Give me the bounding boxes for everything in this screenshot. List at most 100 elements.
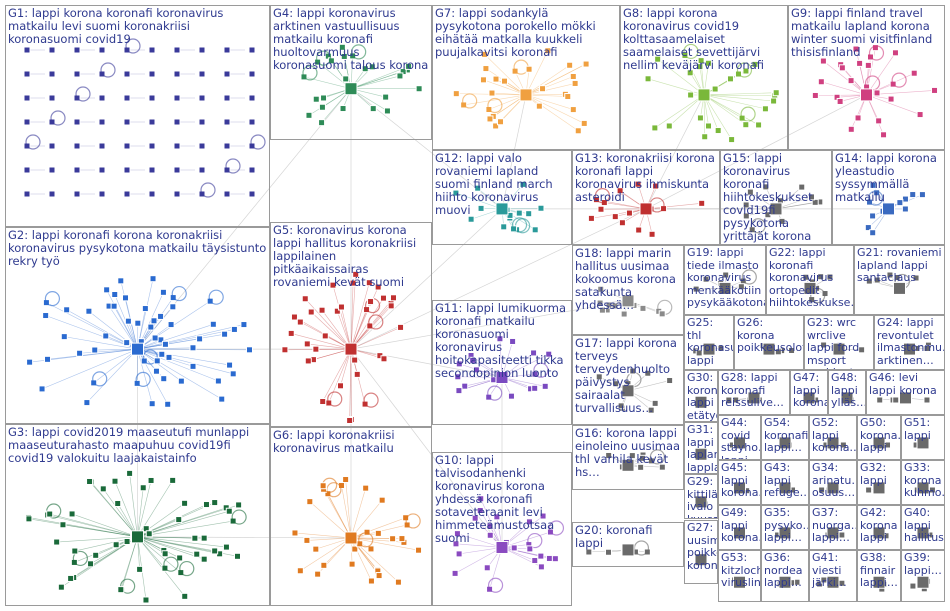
group-box-g27: G27: uusimaa poikkeus… koronavi…	[684, 520, 718, 584]
group-box-g39: G39: lappi…	[901, 550, 945, 602]
group-box-g13: G13: koronakriisi korona koronafi lappi …	[572, 150, 720, 245]
group-label: G27: uusimaa poikkeus… koronavi…	[687, 521, 718, 572]
group-box-g25: G25: thl koronasuomi lappi	[684, 315, 734, 370]
group-label: G16: korona lappi einoleino uusimaa thl …	[575, 426, 684, 479]
group-box-g16: G16: korona lappi einoleino uusimaa thl …	[572, 425, 684, 490]
group-label: G43: lappi refuge…	[764, 461, 809, 499]
group-label: G28: lappi koronafi reissulive…	[721, 371, 784, 409]
group-box-g51: G51: lappi	[901, 415, 945, 460]
group-label: G6: lappi koronakriisi koronavirus matka…	[273, 428, 399, 455]
group-label: G41: viesti järki…	[812, 551, 847, 589]
group-box-g14: G14: lappi korona yleastudio syssymmällä…	[832, 150, 945, 245]
group-label: G23: wrc wrclive lappi ford msport accid…	[807, 316, 873, 369]
group-box-g28: G28: lappi koronafi reissulive…	[718, 370, 790, 415]
group-box-g22: G22: lappi koronafi koronavirus ortopedi…	[766, 245, 854, 315]
group-box-g35: G35: pysyko… lappi…	[761, 505, 809, 550]
group-box-g43: G43: lappi refuge…	[761, 460, 809, 505]
group-label: G17: lappi korona terveys terveydenhuolt…	[575, 336, 681, 415]
group-label: G12: lappi valo rovaniemi lapland suomi …	[435, 151, 557, 217]
group-label: G38: finnair lappi…	[860, 551, 899, 589]
group-box-g33: G33: korona kuhmo…	[901, 460, 945, 505]
group-box-g45: G45: lappi korona…	[718, 460, 761, 505]
group-box-g40: G40: lappi hallitus…	[901, 505, 945, 550]
group-label: G46: levi lappi korona	[869, 371, 937, 397]
group-label: G40: lappi hallitus…	[904, 506, 944, 544]
group-label: G49: lappi korona…	[721, 506, 760, 544]
group-box-g29: G29: kittilä ivalo kuusam…	[684, 474, 718, 519]
group-box-g26: G26: korona poikkeusolot	[734, 315, 804, 370]
group-box-g17: G17: lappi korona terveys terveydenhuolt…	[572, 335, 684, 425]
group-box-g49: G49: lappi korona…	[718, 505, 761, 550]
group-box-g44: G44: covid stayho… lappi	[718, 415, 761, 460]
group-box-g20: G20: koronafi lappi	[572, 522, 684, 567]
group-box-g12: G12: lappi valo rovaniemi lapland suomi …	[432, 150, 572, 245]
group-box-g5: G5: koronavirus korona lappi hallitus ko…	[270, 222, 432, 427]
group-label: G7: lappi sodankylä pysykotona porokello…	[435, 6, 600, 59]
group-box-g30: G30: koronavi… lappi etätyö	[684, 370, 718, 422]
group-label: G22: lappi koronafi koronavirus ortopedi…	[769, 246, 854, 309]
group-box-g38: G38: finnair lappi…	[857, 550, 901, 602]
group-label: G13: koronakriisi korona koronafi lappi …	[575, 151, 719, 204]
group-label: G34: arinatu… osuus…	[812, 461, 856, 499]
group-label: G35: pysyko… lappi…	[764, 506, 809, 544]
group-box-g50: G50: korona… lappi	[857, 415, 901, 460]
group-box-g2: G2: lappi koronafi korona koronakriisi k…	[5, 227, 270, 424]
group-box-g52: G52: lappi korona…	[809, 415, 857, 460]
group-box-g23: G23: wrc wrclive lappi ford msport accid…	[804, 315, 874, 370]
group-label: G10: lappi talvisodanhenki koronavirus k…	[435, 453, 558, 545]
group-label: G32: lappi	[860, 461, 890, 487]
group-label: G52: lappi korona…	[812, 416, 857, 454]
group-box-g10: G10: lappi talvisodanhenki koronavirus k…	[432, 452, 572, 606]
group-box-g15: G15: lappi koronavirus koronafi hiihtoke…	[720, 150, 832, 245]
group-label: G4: lappi koronavirus arktinen vastuulli…	[273, 6, 429, 72]
group-label: G37: nuorga… lappi…	[812, 506, 857, 544]
group-box-g8: G8: lappi korona koronavirus covid19 kol…	[620, 5, 788, 150]
group-box-g31: G31: lappi lapland lapplandfi… lappi…	[684, 422, 718, 474]
group-box-g32: G32: lappi	[857, 460, 901, 505]
group-label: G25: thl koronasuomi lappi	[687, 316, 733, 367]
group-label: G21: rovaniemi lapland lappi santaclaus	[857, 246, 945, 284]
group-label: G20: koronafi lappi	[575, 523, 657, 550]
group-box-g24: G24: lappi revontulet ilmastonmu… arktin…	[874, 315, 945, 370]
group-label: G45: lappi korona…	[721, 461, 760, 499]
group-box-g54: G54: koronafi lappi…	[761, 415, 809, 460]
group-label: G29: kittilä ivalo kuusam…	[687, 475, 718, 519]
group-label: G30: koronavi… lappi etätyö	[687, 371, 718, 422]
group-box-g53: G53: kitzloch viruslin…	[718, 550, 761, 602]
group-label: G5: koronavirus korona lappi hallitus ko…	[273, 223, 420, 289]
group-label: G1: lappi korona koronafi koronavirus ma…	[8, 6, 228, 46]
group-label: G26: korona poikkeusolot	[737, 316, 804, 354]
group-box-g41: G41: viesti järki…	[809, 550, 857, 602]
group-label: G51: lappi	[904, 416, 934, 442]
group-box-g46: G46: levi lappi korona	[866, 370, 945, 415]
group-box-g11: G11: lappi lumikuorma koronafi matkailu …	[432, 300, 572, 425]
group-box-g3: G3: lappi covid2019 maaseutufi munlappi …	[5, 424, 270, 606]
group-label: G24: lappi revontulet ilmastonmu… arktin…	[877, 316, 944, 367]
group-label: G15: lappi koronavirus koronafi hiihtoke…	[723, 151, 813, 245]
group-label: G47: lappi koronafi…	[793, 371, 827, 409]
group-label: G54: koronafi lappi…	[764, 416, 809, 454]
group-box-g48: G48: lappi ylläs…	[828, 370, 866, 415]
group-label: G18: lappi marin hallitus uusimaa kokoom…	[575, 246, 680, 312]
group-box-g34: G34: arinatu… osuus…	[809, 460, 857, 505]
group-label: G42: korona lappi	[860, 506, 901, 544]
group-box-g4: G4: lappi koronavirus arktinen vastuulli…	[270, 5, 432, 140]
group-label: G36: nordea lappi…	[764, 551, 807, 589]
group-label: G9: lappi finland travel matkailu laplan…	[791, 6, 936, 59]
group-box-g9: G9: lappi finland travel matkailu laplan…	[788, 5, 945, 150]
group-box-g21: G21: rovaniemi lapland lappi santaclaus	[854, 245, 945, 315]
group-box-g37: G37: nuorga… lappi…	[809, 505, 857, 550]
group-box-g36: G36: nordea lappi…	[761, 550, 809, 602]
group-label: G19: lappi tiede ilmasto koronavirus men…	[687, 246, 765, 309]
group-label: G44: covid stayho… lappi	[721, 416, 760, 460]
group-label: G50: korona… lappi	[860, 416, 900, 454]
group-box-g7: G7: lappi sodankylä pysykotona porokello…	[432, 5, 620, 150]
group-label: G31: lappi lapland lapplandfi… lappi…	[687, 423, 717, 474]
group-label: G33: korona kuhmo…	[904, 461, 944, 499]
group-box-g47: G47: lappi koronafi…	[790, 370, 828, 415]
group-label: G48: lappi ylläs…	[831, 371, 866, 409]
group-box-g1: G1: lappi korona koronafi koronavirus ma…	[5, 5, 270, 227]
group-label: G2: lappi koronafi korona koronakriisi k…	[8, 228, 270, 268]
group-label: G3: lappi covid2019 maaseutufi munlappi …	[8, 425, 253, 465]
